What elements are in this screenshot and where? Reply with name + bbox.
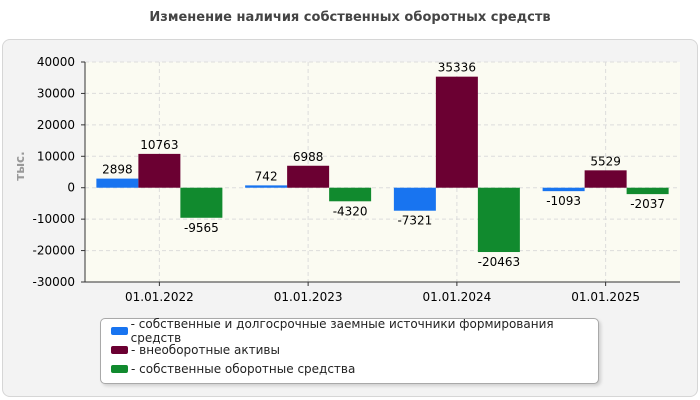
bar-series-2 <box>477 187 520 253</box>
legend-swatch-sources <box>111 327 128 335</box>
y-tick-label: 40000 <box>37 55 75 69</box>
bar-series-2 <box>329 187 372 202</box>
y-axis-label: тыс. <box>13 151 27 180</box>
y-tick-label: -30000 <box>32 275 75 289</box>
bar-series-0 <box>245 185 288 188</box>
data-label: 6988 <box>293 150 324 164</box>
legend: - собственные и долгосрочные заемные ист… <box>100 317 599 384</box>
data-label: -1093 <box>546 194 581 208</box>
legend-label-working-capital: - собственные оборотные средства <box>131 362 356 376</box>
bar-series-0 <box>393 187 436 211</box>
x-tick-label: 01.01.2023 <box>274 290 343 304</box>
x-tick-label: 01.01.2024 <box>423 290 492 304</box>
data-label: 5529 <box>590 154 621 168</box>
legend-item-working-capital: - собственные оборотные средства <box>111 360 355 378</box>
bar-series-1 <box>138 153 181 188</box>
legend-swatch-noncurrent-assets <box>111 346 128 354</box>
data-label: -4320 <box>333 204 368 218</box>
bar-series-1 <box>435 76 478 188</box>
data-label: 742 <box>255 169 278 183</box>
y-tick-label: 30000 <box>37 86 75 100</box>
data-label: -2037 <box>630 197 665 211</box>
bar-series-2 <box>626 187 669 195</box>
data-label: -7321 <box>397 214 432 228</box>
y-tick-label: -20000 <box>32 244 75 258</box>
legend-item-noncurrent-assets: - внеоборотные активы <box>111 341 280 359</box>
data-label: -20463 <box>478 255 521 269</box>
y-tick-label: 10000 <box>37 149 75 163</box>
data-label: -9565 <box>184 221 219 235</box>
bar-series-2 <box>180 187 223 218</box>
legend-item-sources: - собственные и долгосрочные заемные ист… <box>111 317 598 345</box>
y-tick-label: 20000 <box>37 118 75 132</box>
bar-series-1 <box>584 170 627 188</box>
legend-label-sources: - собственные и долгосрочные заемные ист… <box>130 317 554 345</box>
legend-swatch-working-capital <box>111 365 128 373</box>
bar-series-0 <box>542 187 585 192</box>
data-label: 2898 <box>102 163 133 177</box>
x-tick-label: 01.01.2022 <box>125 290 194 304</box>
x-tick-label: 01.01.2025 <box>571 290 640 304</box>
y-tick-label: 0 <box>67 181 75 195</box>
bar-series-1 <box>287 165 330 188</box>
data-label: 10763 <box>140 138 178 152</box>
bar-series-0 <box>96 178 139 188</box>
plot-area <box>85 62 680 282</box>
legend-label-noncurrent-assets: - внеоборотные активы <box>131 343 280 357</box>
y-tick-label: -10000 <box>32 212 75 226</box>
chart-title: Изменение наличия собственных оборотных … <box>149 10 551 25</box>
data-label: 35336 <box>438 61 476 75</box>
